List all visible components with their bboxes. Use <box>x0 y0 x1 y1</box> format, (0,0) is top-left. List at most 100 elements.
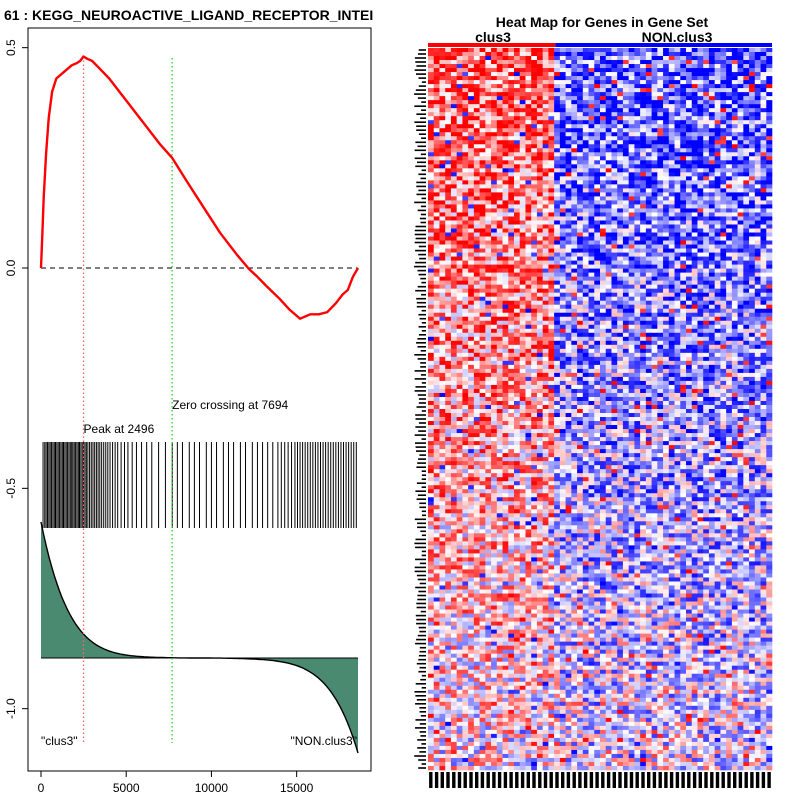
heat-cell <box>450 136 457 141</box>
heat-cell <box>582 196 589 201</box>
heat-cell <box>697 56 704 61</box>
heat-cell <box>433 72 440 77</box>
heat-cell <box>743 124 750 129</box>
heat-cell <box>737 168 744 173</box>
heat-cell <box>473 152 480 157</box>
heat-cell <box>726 164 733 169</box>
heat-cell <box>691 352 698 358</box>
heat-cell <box>697 192 704 197</box>
heat-cell <box>479 224 486 229</box>
heat-cell <box>691 144 698 149</box>
heat-cell <box>622 100 629 105</box>
heat-cell <box>703 128 710 133</box>
heat-cell <box>542 252 549 257</box>
heat-cell <box>657 96 664 101</box>
heat-cell <box>726 64 733 69</box>
heat-cell <box>749 328 756 334</box>
heat-cell <box>439 84 446 89</box>
heat-cell <box>668 252 675 257</box>
heat-cell <box>703 108 710 113</box>
heat-cell <box>468 316 475 322</box>
row-label-mark <box>421 763 426 765</box>
heat-cell <box>749 284 756 289</box>
heat-cell <box>680 212 687 217</box>
heat-cell <box>754 72 761 77</box>
heat-cell <box>525 184 532 189</box>
heat-cell <box>445 328 452 334</box>
heat-cell <box>577 272 584 277</box>
heat-cell <box>428 136 435 141</box>
heat-cell <box>708 136 715 141</box>
heat-cell <box>634 328 641 334</box>
heat-cell <box>525 92 532 97</box>
heat-cell <box>462 292 469 297</box>
heat-cell <box>548 204 555 209</box>
heat-cell <box>640 344 647 350</box>
heat-cell <box>473 352 480 358</box>
heat-cell <box>433 68 440 73</box>
heat-cell <box>548 76 555 81</box>
heat-cell <box>525 308 532 314</box>
heat-cell <box>674 216 681 221</box>
heat-cell <box>428 296 435 301</box>
x-tick-label-2: 10000 <box>195 781 229 795</box>
heat-cell <box>554 176 561 181</box>
heat-cell <box>737 52 744 57</box>
row-label-mark <box>418 759 426 761</box>
heat-cell <box>737 92 744 97</box>
heat-cell <box>450 284 457 289</box>
heat-cell <box>737 264 744 269</box>
heat-cell <box>611 228 618 233</box>
heat-cell <box>445 216 452 221</box>
heat-cell <box>525 324 532 330</box>
heat-cell <box>536 184 543 189</box>
row-label-mark <box>414 241 426 244</box>
heat-cell <box>622 312 629 318</box>
heat-cell <box>754 316 761 322</box>
heat-cell <box>749 164 756 169</box>
heat-cell <box>760 264 767 269</box>
heat-cell <box>571 116 578 121</box>
heat-cell <box>433 176 440 181</box>
heat-cell <box>640 312 647 318</box>
heat-cell <box>508 304 515 310</box>
heat-cell <box>731 100 738 105</box>
row-label-mark <box>414 229 426 232</box>
heat-cell <box>456 300 463 306</box>
heat-cell <box>674 116 681 121</box>
heat-cell <box>462 284 469 289</box>
heat-cell <box>456 80 463 85</box>
heat-cell <box>565 336 572 342</box>
heat-cell <box>743 152 750 157</box>
heat-cell <box>542 228 549 233</box>
heat-cell <box>691 324 698 330</box>
heat-cell <box>686 152 693 157</box>
heat-cell <box>554 164 561 169</box>
heat-cell <box>462 76 469 81</box>
heat-cell <box>749 104 756 109</box>
heat-cell <box>554 240 561 245</box>
heat-cell <box>559 236 566 241</box>
heat-cell <box>737 292 744 297</box>
heat-cell <box>686 208 693 213</box>
heat-cell <box>611 296 618 301</box>
heat-cell <box>760 300 767 306</box>
heat-cell <box>502 92 509 97</box>
heat-cell <box>479 264 486 269</box>
heat-cell <box>508 352 515 358</box>
heat-cell <box>754 300 761 306</box>
heat-cell <box>559 328 566 334</box>
heat-cell <box>686 204 693 209</box>
heat-cell <box>548 348 555 354</box>
heat-cell <box>485 344 492 350</box>
heat-cell <box>617 140 624 145</box>
heat-cell <box>502 120 509 125</box>
heat-cell <box>674 316 681 322</box>
heat-cell <box>651 276 658 281</box>
heat-cell <box>651 180 658 185</box>
heat-cell <box>565 164 572 169</box>
heat-cell <box>674 144 681 149</box>
heat-cell <box>754 148 761 153</box>
heat-cell <box>468 272 475 277</box>
heat-cell <box>468 108 475 113</box>
